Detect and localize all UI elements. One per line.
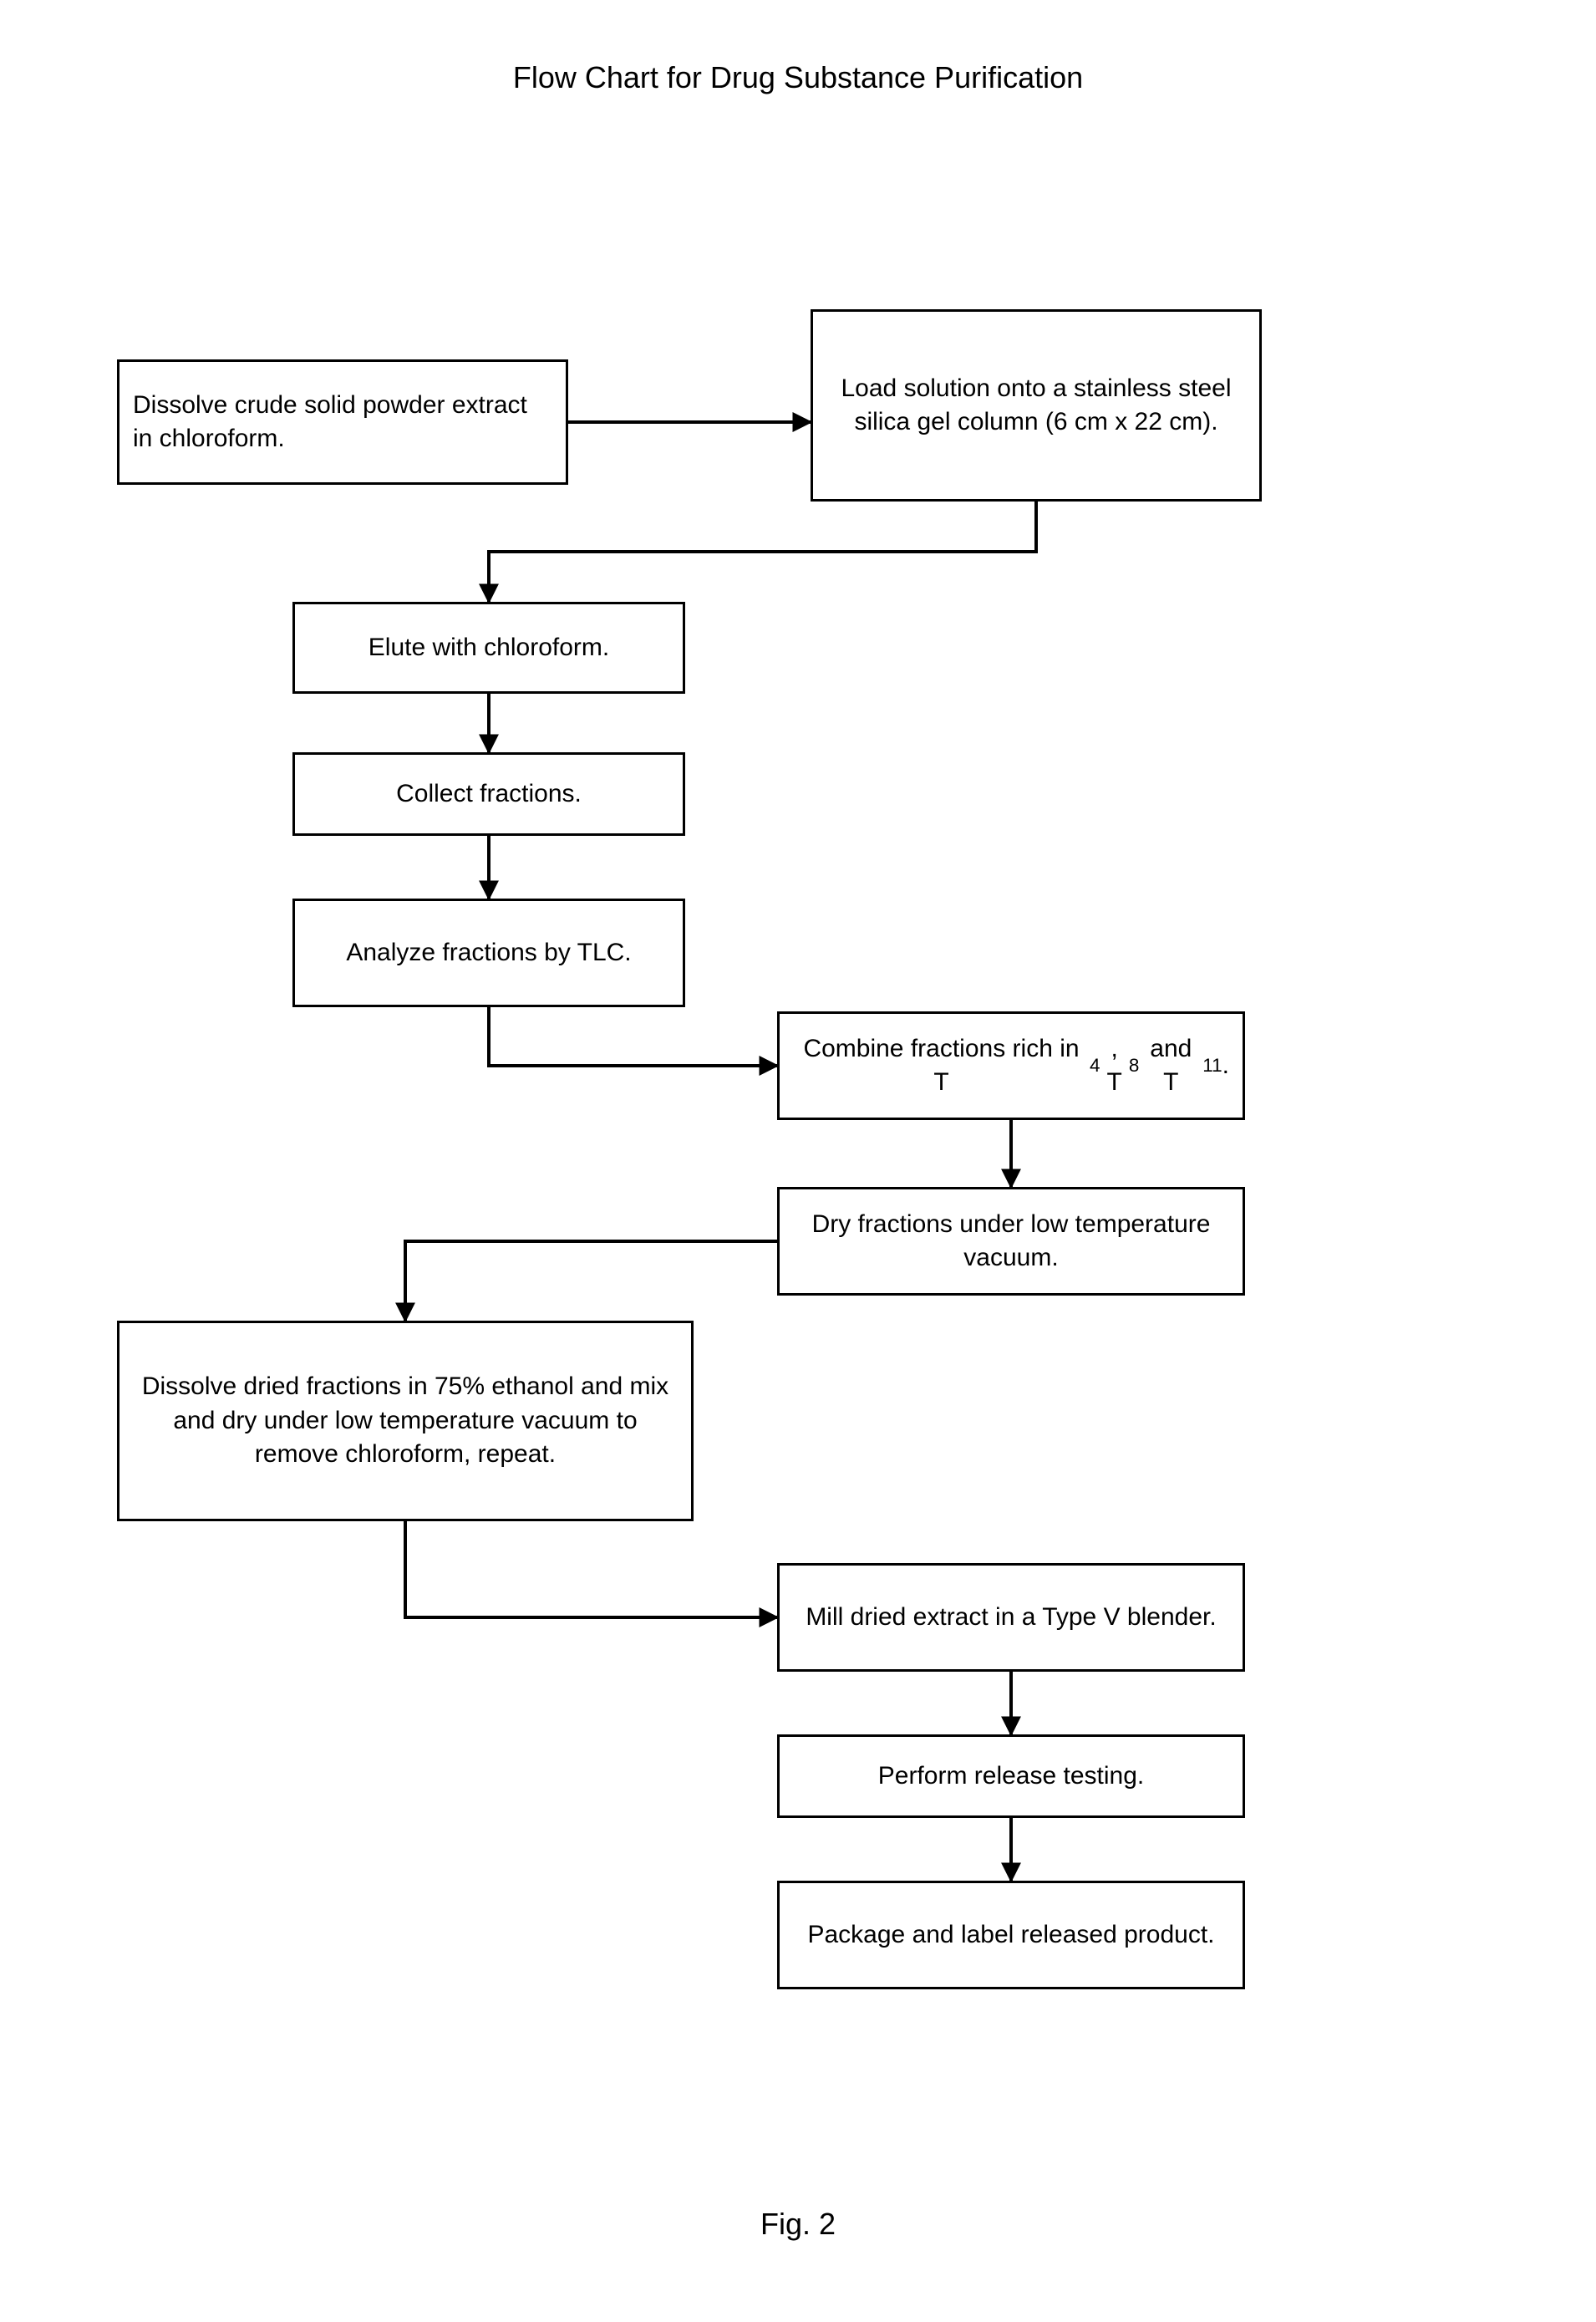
flow-node-n6: Combine fractions rich in T4, T8 and T11… — [777, 1011, 1245, 1120]
figure-caption: Fig. 2 — [631, 2207, 965, 2242]
flow-node-n1: Dissolve crude solid powder extract in c… — [117, 359, 568, 485]
flow-node-n3: Elute with chloroform. — [292, 602, 685, 694]
flow-node-n5: Analyze fractions by TLC. — [292, 899, 685, 1007]
flow-node-n8: Dissolve dried fractions in 75% ethanol … — [117, 1321, 694, 1521]
flow-edge-e8 — [405, 1521, 777, 1617]
flow-edge-e2 — [489, 502, 1036, 602]
flow-node-n10: Perform release testing. — [777, 1734, 1245, 1818]
flow-edge-e7 — [405, 1241, 777, 1321]
chart-title: Flow Chart for Drug Substance Purificati… — [380, 60, 1216, 95]
flow-node-n7: Dry fractions under low temperature vacu… — [777, 1187, 1245, 1296]
flow-node-n2: Load solution onto a stainless steel sil… — [811, 309, 1262, 502]
flow-edge-e5 — [489, 1007, 777, 1066]
flow-node-n9: Mill dried extract in a Type V blender. — [777, 1563, 1245, 1672]
flow-node-n4: Collect fractions. — [292, 752, 685, 836]
flowchart-canvas: Flow Chart for Drug Substance Purificati… — [0, 0, 1596, 2322]
flow-node-n11: Package and label released product. — [777, 1881, 1245, 1989]
